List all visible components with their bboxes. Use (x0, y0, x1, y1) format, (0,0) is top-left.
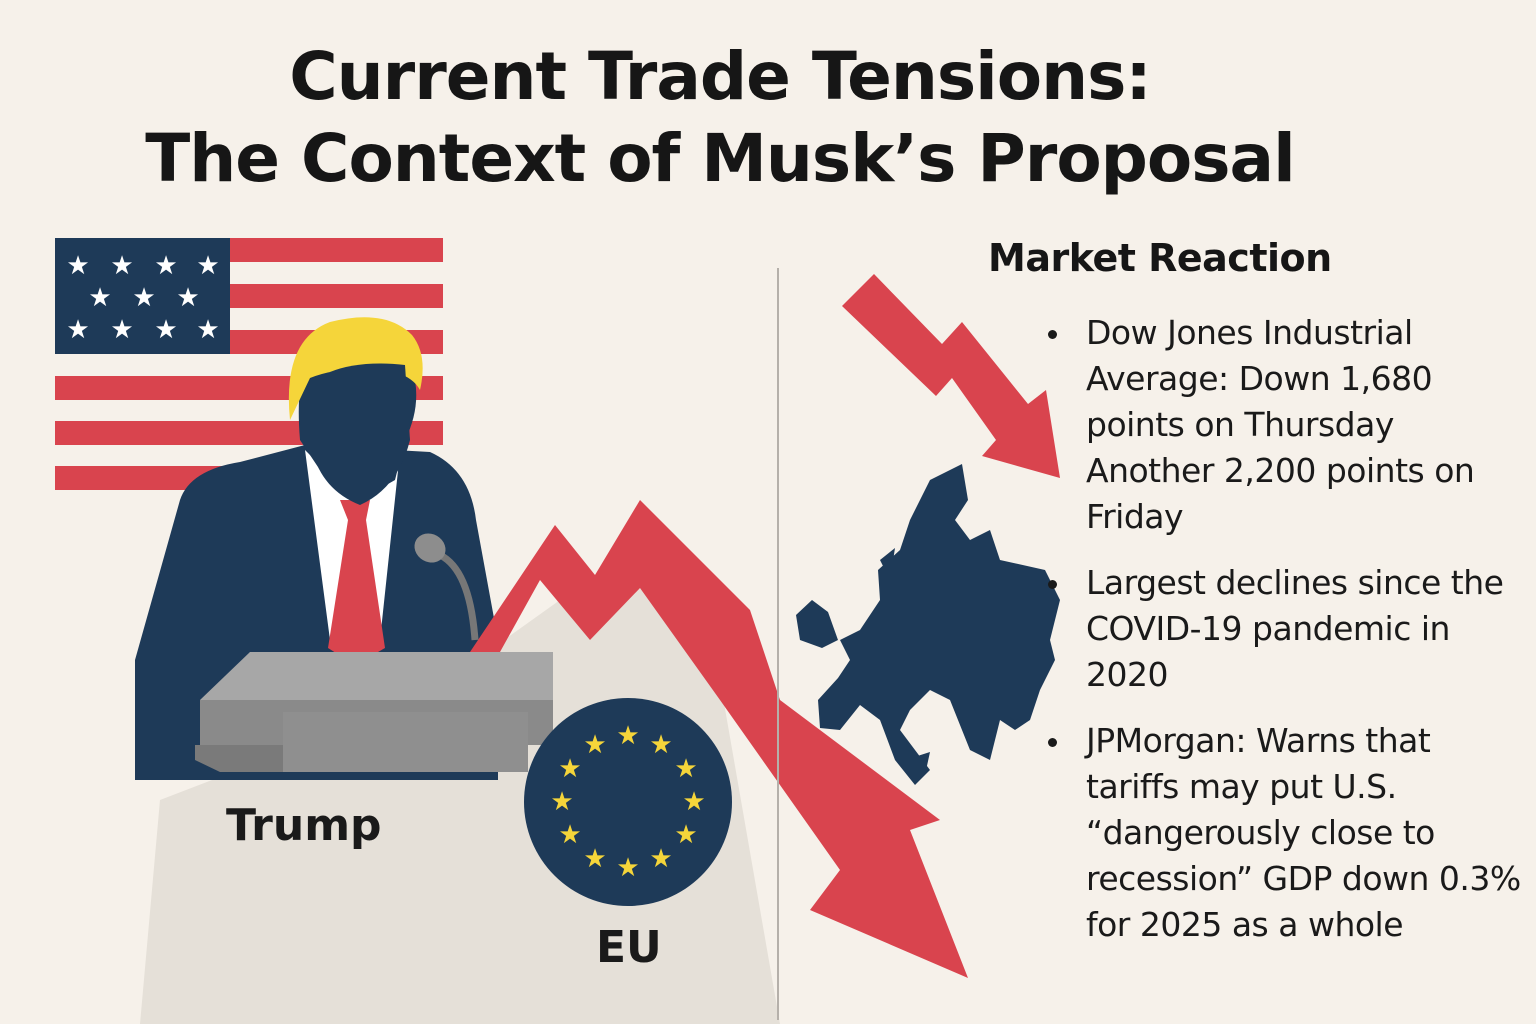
svg-text:★: ★ (110, 315, 133, 345)
market-reaction-list: Dow Jones Industrial Average: Down 1,680… (1040, 310, 1530, 968)
svg-text:★: ★ (66, 251, 89, 281)
svg-text:★: ★ (682, 787, 705, 817)
svg-text:★: ★ (616, 853, 639, 883)
svg-text:★: ★ (132, 283, 155, 313)
bullet-text: JPMorgan: Warns that tariffs may put U.S… (1086, 721, 1521, 944)
svg-text:★: ★ (649, 730, 672, 760)
svg-text:★: ★ (674, 754, 697, 784)
svg-text:★: ★ (558, 754, 581, 784)
trump-label: Trump (226, 800, 382, 851)
svg-text:★: ★ (583, 844, 606, 874)
europe-map-icon (796, 464, 1060, 785)
svg-text:★: ★ (110, 251, 133, 281)
svg-text:★: ★ (154, 315, 177, 345)
svg-text:★: ★ (176, 283, 199, 313)
bullet-icon (1048, 738, 1057, 747)
list-item: Dow Jones Industrial Average: Down 1,680… (1040, 310, 1530, 540)
svg-text:★: ★ (196, 251, 219, 281)
market-reaction-heading: Market Reaction (988, 236, 1332, 280)
list-item: Largest declines since the COVID-19 pand… (1040, 560, 1530, 698)
svg-text:★: ★ (88, 283, 111, 313)
bullet-icon (1048, 580, 1057, 589)
svg-text:★: ★ (154, 251, 177, 281)
bullet-text: Dow Jones Industrial Average: Down 1,680… (1086, 313, 1475, 536)
svg-text:★: ★ (550, 787, 573, 817)
small-down-arrow-icon (842, 274, 1060, 478)
svg-text:★: ★ (66, 315, 89, 345)
svg-text:★: ★ (583, 730, 606, 760)
background-mountain (140, 560, 780, 1024)
svg-text:★: ★ (649, 844, 672, 874)
title-line-2: The Context of Musk’s Proposal (145, 120, 1295, 197)
big-down-arrow-icon (470, 500, 968, 978)
eu-flag-icon: ★ ★ ★ ★ ★ ★ ★ ★ ★ ★ ★ ★ (524, 698, 732, 906)
svg-text:★: ★ (196, 315, 219, 345)
microphone-icon (414, 533, 479, 641)
eu-label: EU (596, 922, 662, 973)
bullet-icon (1048, 330, 1057, 339)
svg-text:★: ★ (558, 820, 581, 850)
list-item: JPMorgan: Warns that tariffs may put U.S… (1040, 718, 1530, 948)
svg-text:★: ★ (616, 721, 639, 751)
title-line-1: Current Trade Tensions: (289, 38, 1152, 115)
page-title: Current Trade Tensions: The Context of M… (0, 36, 1440, 200)
podium-icon (195, 652, 553, 772)
svg-text:★: ★ (674, 820, 697, 850)
bullet-text: Largest declines since the COVID-19 pand… (1086, 563, 1504, 694)
